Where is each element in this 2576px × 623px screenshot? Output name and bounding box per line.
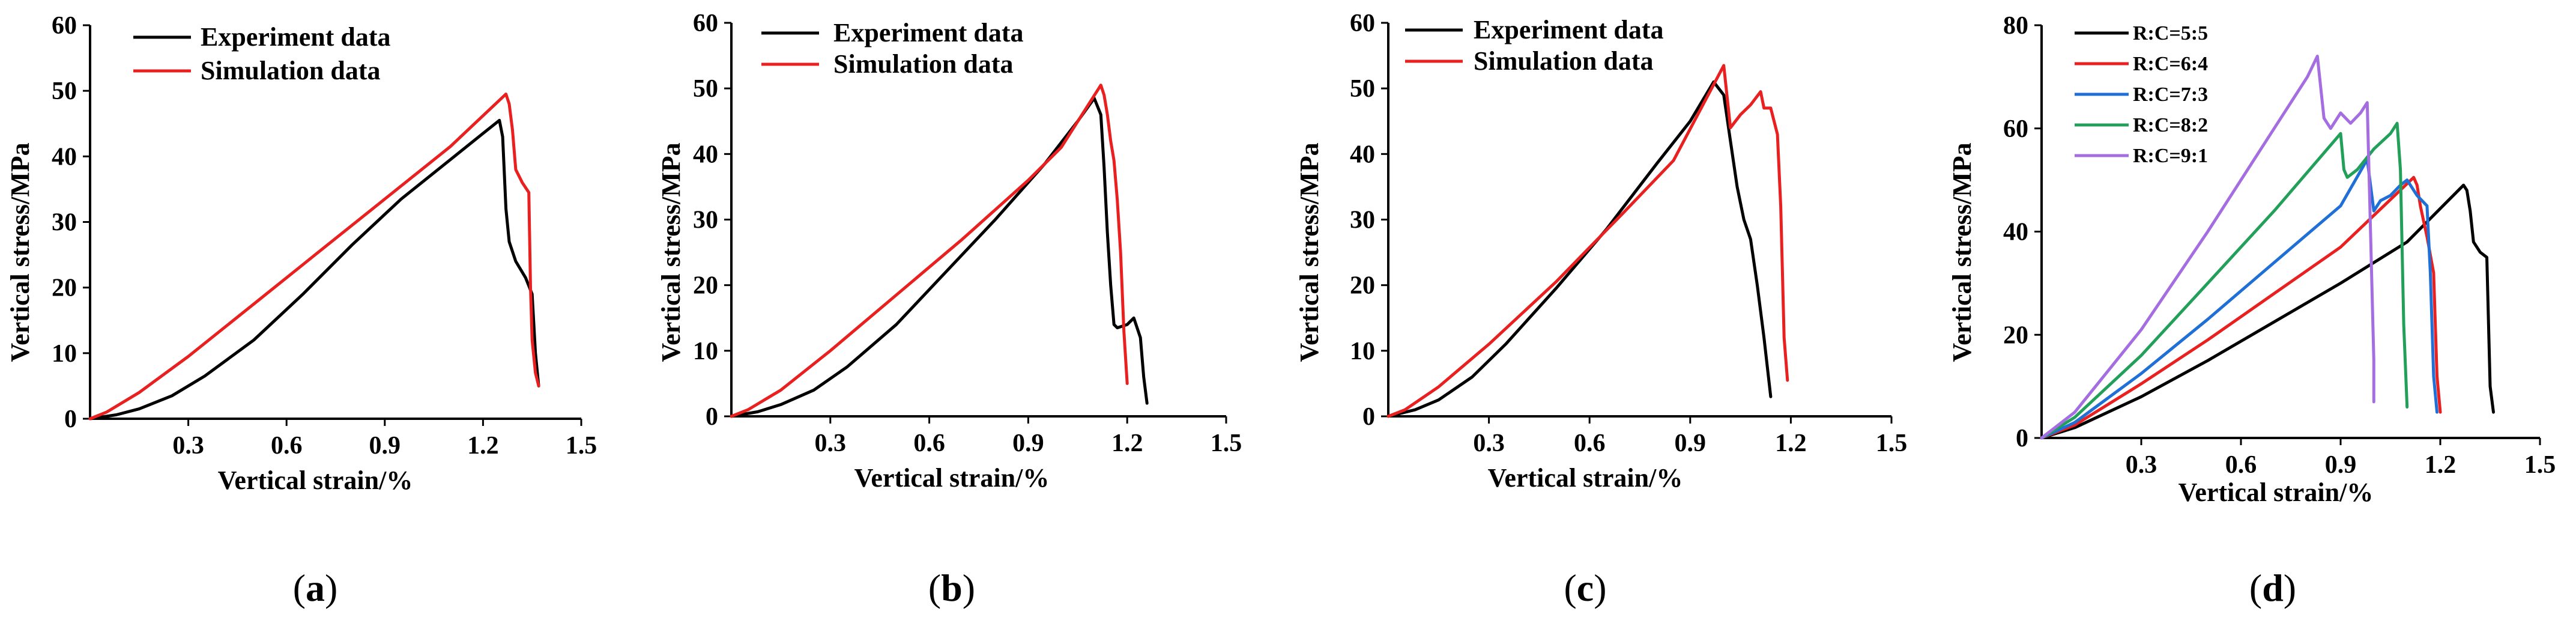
panel-c-ylabel: Vertical stress/MPa [1295, 142, 1324, 362]
panel-b-xtick-label: 0.3 [815, 430, 847, 457]
panel-c-xtick-label: 0.6 [1574, 430, 1606, 457]
panel-c-letter: c [1577, 567, 1594, 609]
panel-a-ytick-label: 10 [52, 340, 77, 368]
panel-a-series-1-line [88, 93, 540, 421]
panel-a-ytick-label: 20 [52, 275, 77, 302]
panel-d-xtick-label: 1.5 [2524, 451, 2556, 479]
panel-a-legend-simulation: Simulation data [201, 56, 381, 85]
panel-a-xtick-label: 0.9 [369, 432, 401, 460]
panel-d-xtick-label: 0.9 [2325, 451, 2357, 479]
panel-d-series-2-line [2040, 157, 2438, 440]
panel-d-ytick-label: 0 [2016, 425, 2028, 452]
panel-a-xtick-label: 0.6 [271, 432, 303, 460]
panel-c-ytick-label: 30 [1350, 207, 1375, 234]
panel-c-plot-area: 0 10 20 30 40 50 60 0.3 0.6 0.9 1.2 1.5 [1350, 10, 1907, 457]
panel-d-ylabel: Vertical stress/MPa [1947, 142, 1977, 362]
panel-b-xtick-label: 1.2 [1111, 430, 1143, 457]
panel-b-xtick-label: 0.6 [913, 430, 945, 457]
panel-c-ytick-label: 20 [1350, 272, 1375, 300]
panel-b-legend-experiment: Experiment data [833, 18, 1024, 47]
panel-b-ytick-label: 0 [706, 403, 718, 431]
panel-b-xtick-label: 0.9 [1012, 430, 1044, 457]
panel-d-plot-area: 0 20 40 60 80 0.3 0.6 0.9 1.2 1.5 [2003, 12, 2556, 479]
panel-d-ytick-label: 40 [2003, 219, 2028, 246]
panel-a-ytick-label: 40 [52, 143, 77, 171]
panel-d-legend-rc55: R:C=5:5 [2133, 22, 2208, 44]
panel-a: 0 10 20 30 40 50 60 0.3 0.6 0.9 1.2 1.5 Vertical st… [5, 12, 597, 609]
panel-b-xtick-label: 1.5 [1211, 430, 1242, 457]
panel-c-legend: Experiment data Simulation data [1405, 15, 1664, 76]
panel-b-series-0-line [730, 97, 1149, 418]
panel-c-xtick-label: 0.9 [1675, 430, 1707, 457]
panel-d-ytick-label: 20 [2003, 321, 2028, 349]
panel-a-letter: a [306, 567, 325, 609]
panel-a-xlabel: Vertical strain/% [218, 466, 413, 495]
panel-a-plot-area: 0 10 20 30 40 50 60 0.3 0.6 0.9 1.2 1.5 [52, 12, 597, 460]
panel-d-legend-rc91: R:C=9:1 [2133, 145, 2208, 167]
panel-c-ytick-label: 50 [1350, 75, 1375, 103]
panel-d-series-3-line [2040, 121, 2409, 440]
panel-d-ytick-label: 60 [2003, 115, 2028, 143]
panel-b-ytick-label: 60 [693, 10, 718, 37]
panel-b-ytick-label: 50 [693, 75, 718, 103]
panel-c-ytick-label: 10 [1350, 338, 1375, 365]
panel-b-plot-area: 0 10 20 30 40 50 60 0.3 0.6 0.9 1.2 1.5 [693, 10, 1242, 457]
panel-c-legend-simulation: Simulation data [1474, 46, 1654, 76]
panel-a-ytick-label: 30 [52, 209, 77, 237]
panel-b-ytick-label: 40 [693, 141, 718, 168]
panel-d-ytick-label: 80 [2003, 12, 2028, 40]
panel-b-letter: b [941, 567, 963, 609]
panel-a-legend: Experiment data Simulation data [133, 22, 391, 85]
panel-b: 0 10 20 30 40 50 60 0.3 0.6 0.9 1.2 1.5 Vertical st… [656, 10, 1242, 609]
panel-a-ytick-label: 50 [52, 77, 77, 105]
panel-d-xtick-label: 0.3 [2126, 451, 2157, 479]
panel-c-legend-experiment: Experiment data [1474, 15, 1664, 44]
panel-b-label: (b) [928, 567, 975, 609]
panel-b-series-1-line [730, 84, 1129, 418]
panel-a-xtick-label: 1.5 [566, 432, 597, 460]
panel-c-ytick-label: 40 [1350, 141, 1375, 168]
panel-b-ytick-label: 10 [693, 338, 718, 365]
panel-a-legend-experiment: Experiment data [201, 22, 391, 52]
panel-a-xtick-label: 1.2 [467, 432, 499, 460]
panel-b-legend: Experiment data Simulation data [761, 18, 1024, 79]
panel-d: 0 20 40 60 80 0.3 0.6 0.9 1.2 1.5 Vertical stress… [1947, 12, 2556, 609]
panel-a-xtick-label: 0.3 [172, 432, 204, 460]
panel-c-series-1-line [1386, 64, 1789, 418]
panel-a-series-0-line [88, 118, 540, 421]
panel-c-ytick-label: 60 [1350, 10, 1375, 37]
panel-d-xtick-label: 1.2 [2425, 451, 2457, 479]
panel-a-ylabel: Vertical stress/MPa [5, 142, 35, 362]
panel-d-series-1-line [2040, 175, 2442, 440]
panel-c-xlabel: Vertical strain/% [1488, 463, 1683, 493]
panel-d-xlabel: Vertical strain/% [2178, 478, 2374, 507]
panel-d-series-0-line [2040, 183, 2495, 440]
panel-c-xtick-label: 1.2 [1775, 430, 1807, 457]
panel-c-label: (c) [1564, 567, 1606, 609]
panel-a-ytick-label: 60 [52, 12, 77, 40]
panel-b-legend-simulation: Simulation data [833, 49, 1014, 79]
panel-d-xtick-label: 0.6 [2225, 451, 2257, 479]
panel-b-ytick-label: 30 [693, 207, 718, 234]
panel-d-series-4-line [2040, 55, 2375, 440]
panel-c-xtick-label: 0.3 [1473, 430, 1505, 457]
panel-c-ytick-label: 0 [1362, 403, 1375, 431]
panel-b-ylabel: Vertical stress/MPa [656, 142, 686, 362]
panel-a-ytick-label: 0 [64, 406, 77, 433]
panel-d-legend: R:C=5:5 R:C=6:4 R:C=7:3 R:C=8:2 R:C=9:1 [2075, 22, 2208, 167]
panel-c: 0 10 20 30 40 50 60 0.3 0.6 0.9 1.2 1.5 Vertical st… [1295, 10, 1907, 609]
panel-d-legend-rc64: R:C=6:4 [2133, 53, 2208, 75]
panel-b-ytick-label: 20 [693, 272, 718, 300]
panel-d-label: (d) [2249, 567, 2296, 609]
panel-a-label: (a) [293, 567, 338, 609]
panel-b-xlabel: Vertical strain/% [854, 463, 1050, 493]
panel-d-legend-rc82: R:C=8:2 [2133, 114, 2208, 136]
panel-d-letter: d [2262, 567, 2284, 609]
panel-c-xtick-label: 1.5 [1876, 430, 1908, 457]
panel-d-legend-rc73: R:C=7:3 [2133, 84, 2208, 106]
panel-c-series-0-line [1386, 80, 1773, 418]
